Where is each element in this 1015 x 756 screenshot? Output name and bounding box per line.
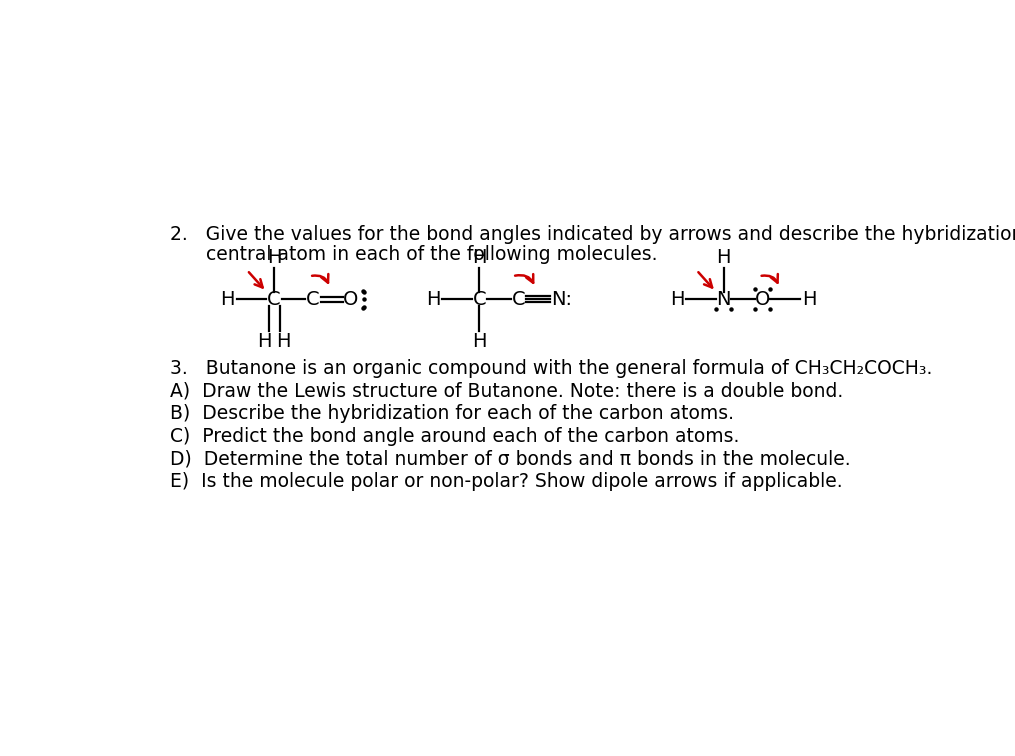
Text: C: C xyxy=(267,290,281,309)
Text: 3.   Butanone is an organic compound with the general formula of CH₃CH₂COCH₃.: 3. Butanone is an organic compound with … xyxy=(170,358,932,378)
Text: H: H xyxy=(717,248,731,267)
Text: H: H xyxy=(670,290,684,309)
Text: C: C xyxy=(473,290,486,309)
Text: C)  Predict the bond angle around each of the carbon atoms.: C) Predict the bond angle around each of… xyxy=(170,427,739,446)
Text: H: H xyxy=(220,290,234,309)
Text: C: C xyxy=(307,290,320,309)
Text: 2.   Give the values for the bond angles indicated by arrows and describe the hy: 2. Give the values for the bond angles i… xyxy=(170,225,1015,243)
Text: C: C xyxy=(512,290,526,309)
Text: H: H xyxy=(802,290,816,309)
Text: A)  Draw the Lewis structure of Butanone. Note: there is a double bond.: A) Draw the Lewis structure of Butanone.… xyxy=(170,381,842,401)
Text: H: H xyxy=(472,332,487,351)
Text: B)  Describe the hybridization for each of the carbon atoms.: B) Describe the hybridization for each o… xyxy=(170,404,734,423)
Text: H: H xyxy=(472,248,487,267)
Text: N: N xyxy=(717,290,731,309)
Text: D)  Determine the total number of σ bonds and π bonds in the molecule.: D) Determine the total number of σ bonds… xyxy=(170,450,851,469)
Text: N:: N: xyxy=(551,290,572,309)
Text: H: H xyxy=(276,332,290,351)
Text: E)  Is the molecule polar or non-polar? Show dipole arrows if applicable.: E) Is the molecule polar or non-polar? S… xyxy=(170,472,842,491)
Text: H: H xyxy=(267,248,281,267)
Text: H: H xyxy=(258,332,272,351)
Text: O: O xyxy=(343,290,358,309)
Text: central atom in each of the following molecules.: central atom in each of the following mo… xyxy=(170,246,657,265)
Text: O: O xyxy=(755,290,770,309)
Text: H: H xyxy=(425,290,441,309)
